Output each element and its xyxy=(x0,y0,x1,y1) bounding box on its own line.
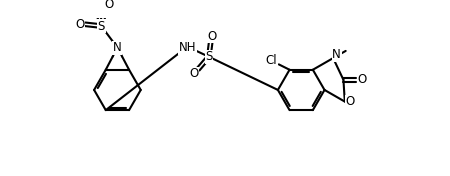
Text: S: S xyxy=(205,50,212,63)
Text: O: O xyxy=(346,95,355,108)
Text: Cl: Cl xyxy=(266,54,278,67)
Text: O: O xyxy=(207,30,216,43)
Text: N: N xyxy=(333,48,341,61)
Text: N: N xyxy=(113,41,122,54)
Text: S: S xyxy=(98,20,105,33)
Text: O: O xyxy=(189,67,198,80)
Text: O: O xyxy=(75,18,85,31)
Text: NH: NH xyxy=(179,41,196,54)
Text: O: O xyxy=(105,0,114,11)
Text: O: O xyxy=(358,73,367,86)
